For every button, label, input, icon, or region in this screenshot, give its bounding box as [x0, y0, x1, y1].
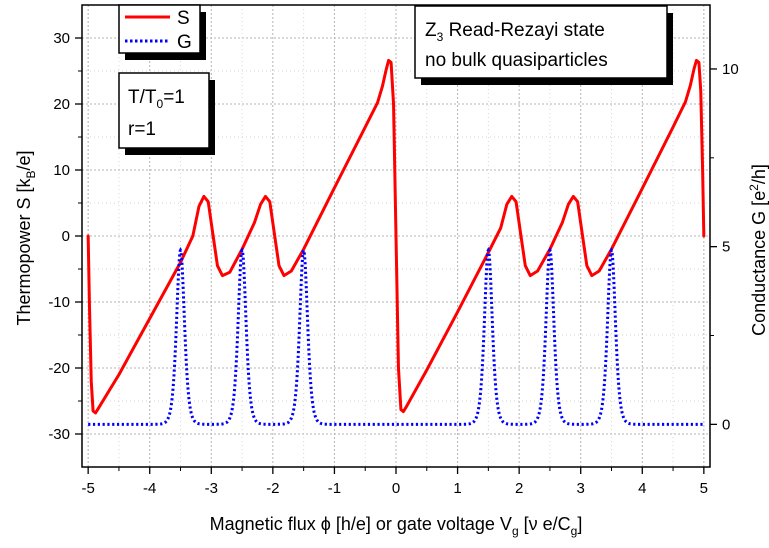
y-left-tick-label: -20	[48, 360, 70, 377]
x-tick-label: 0	[392, 480, 400, 497]
y-left-tick-label: 20	[53, 96, 70, 113]
y-left-tick-label: -30	[48, 426, 70, 443]
y-axis-left-title: Thermopower S [kB/e]	[14, 150, 38, 325]
y-left-tick-label: 10	[53, 162, 70, 179]
x-tick-label: -4	[143, 480, 156, 497]
s-series-line	[86, 58, 706, 415]
legend-label-g: G	[177, 32, 192, 53]
x-tick-label: 2	[515, 480, 523, 497]
x-tick-label: 1	[453, 480, 461, 497]
state-box	[414, 5, 668, 79]
x-axis-title: Magnetic flux ϕ [h/e] or gate voltage Vg…	[210, 514, 583, 538]
legend-box	[118, 4, 201, 54]
y-right-tick-label: 5	[722, 239, 730, 256]
y-left-tick-label: 0	[62, 228, 70, 245]
x-axis: -5 -4 -3 -2 -1 0 1 2 3 4 5	[81, 467, 708, 497]
params-annotation: T/T0=1 r=1	[118, 72, 215, 155]
x-tick-label: 5	[700, 480, 708, 497]
legend: S G	[118, 4, 206, 60]
y-axis-right-title: Conductance G [e2/h]	[747, 164, 769, 336]
state-line-1: Z3 Read-Rezayi state	[425, 20, 605, 44]
x-tick-label: 4	[638, 480, 646, 497]
y-left-tick-label: -10	[48, 294, 70, 311]
y-left-tick-label: 30	[53, 30, 70, 47]
x-tick-label: -5	[81, 480, 94, 497]
params-box	[118, 72, 210, 149]
params-line-2: r=1	[128, 119, 156, 140]
y-right-tick-label: 0	[722, 416, 730, 433]
legend-label-s: S	[177, 8, 190, 29]
x-tick-label: -3	[205, 480, 218, 497]
x-tick-label: 3	[577, 480, 585, 497]
y-axis-right: 0 5 10	[710, 61, 739, 433]
x-tick-label: -2	[266, 480, 279, 497]
y-right-tick-label: 10	[722, 61, 739, 78]
state-annotation: Z3 Read-Rezayi state no bulk quasipartic…	[414, 5, 673, 85]
s-series-layer	[86, 58, 706, 415]
x-tick-label: -1	[328, 480, 341, 497]
state-line-2: no bulk quasiparticles	[425, 50, 608, 71]
y-axis-left: -30 -20 -10 0 10 20 30	[48, 30, 82, 443]
params-line-1: T/T0=1	[128, 87, 185, 111]
